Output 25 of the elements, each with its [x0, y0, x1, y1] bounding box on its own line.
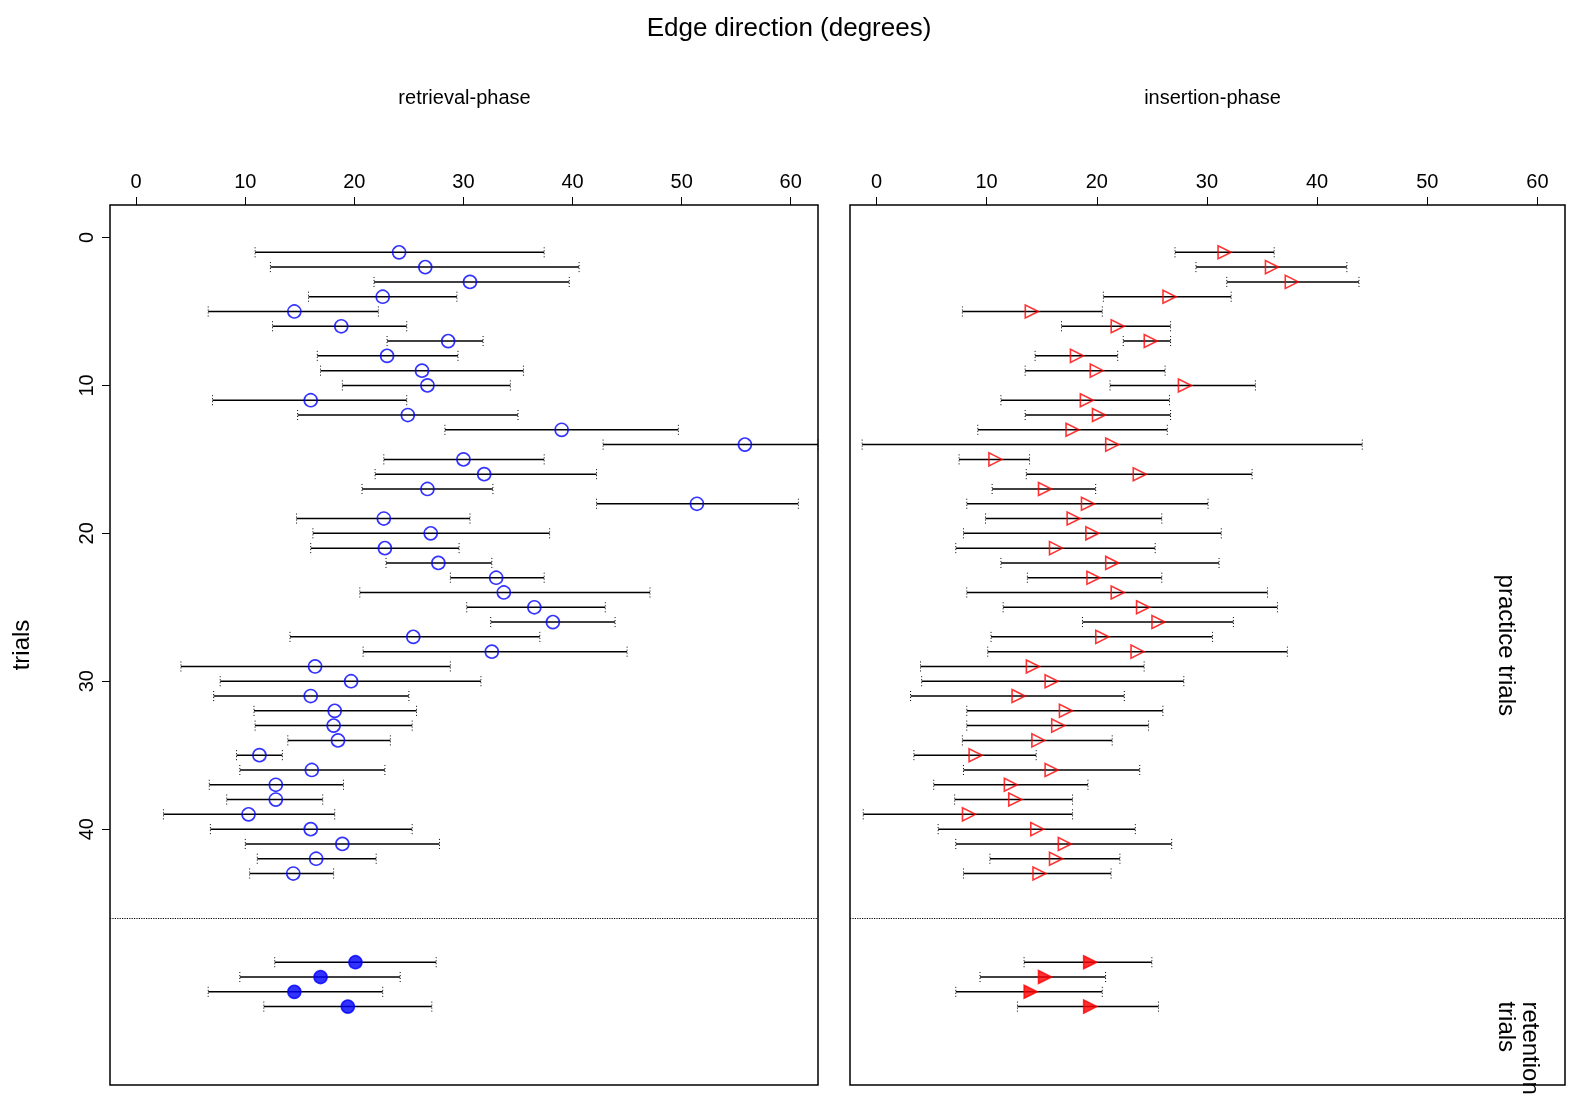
x-tick-label: 30	[1195, 170, 1219, 192]
x-tick-label: 10	[234, 170, 257, 192]
x-axis-title: Edge direction (degrees)	[645, 12, 933, 43]
annotation: retention trials	[1493, 1001, 1545, 1094]
x-tick-label: 50	[670, 170, 693, 192]
x-tick-label: 20	[1085, 170, 1108, 192]
x-tick-label: 60	[1526, 170, 1549, 192]
x-tick-label: 0	[130, 170, 142, 192]
chart-title: insertion-phase	[1144, 86, 1281, 108]
y-tick-label: 0	[75, 231, 97, 244]
x-tick-label: 0	[870, 170, 882, 192]
chart-title: retrieval-phase	[398, 86, 531, 108]
x-tick-label: 10	[975, 170, 998, 192]
y-tick-label: 40	[75, 818, 97, 841]
x-tick-label: 20	[343, 170, 366, 192]
x-tick-label: 30	[452, 170, 475, 192]
x-tick-label: 40	[1305, 170, 1329, 192]
x-tick-label: 60	[779, 170, 802, 192]
x-tick-label: 50	[1416, 170, 1439, 192]
y-tick-label: 20	[75, 522, 97, 545]
annotation: practice trials	[1493, 574, 1521, 716]
y-axis-title: trials	[6, 619, 34, 671]
y-tick-label: 10	[75, 374, 97, 397]
y-tick-label: 30	[75, 670, 97, 693]
x-tick-label: 40	[561, 170, 584, 192]
